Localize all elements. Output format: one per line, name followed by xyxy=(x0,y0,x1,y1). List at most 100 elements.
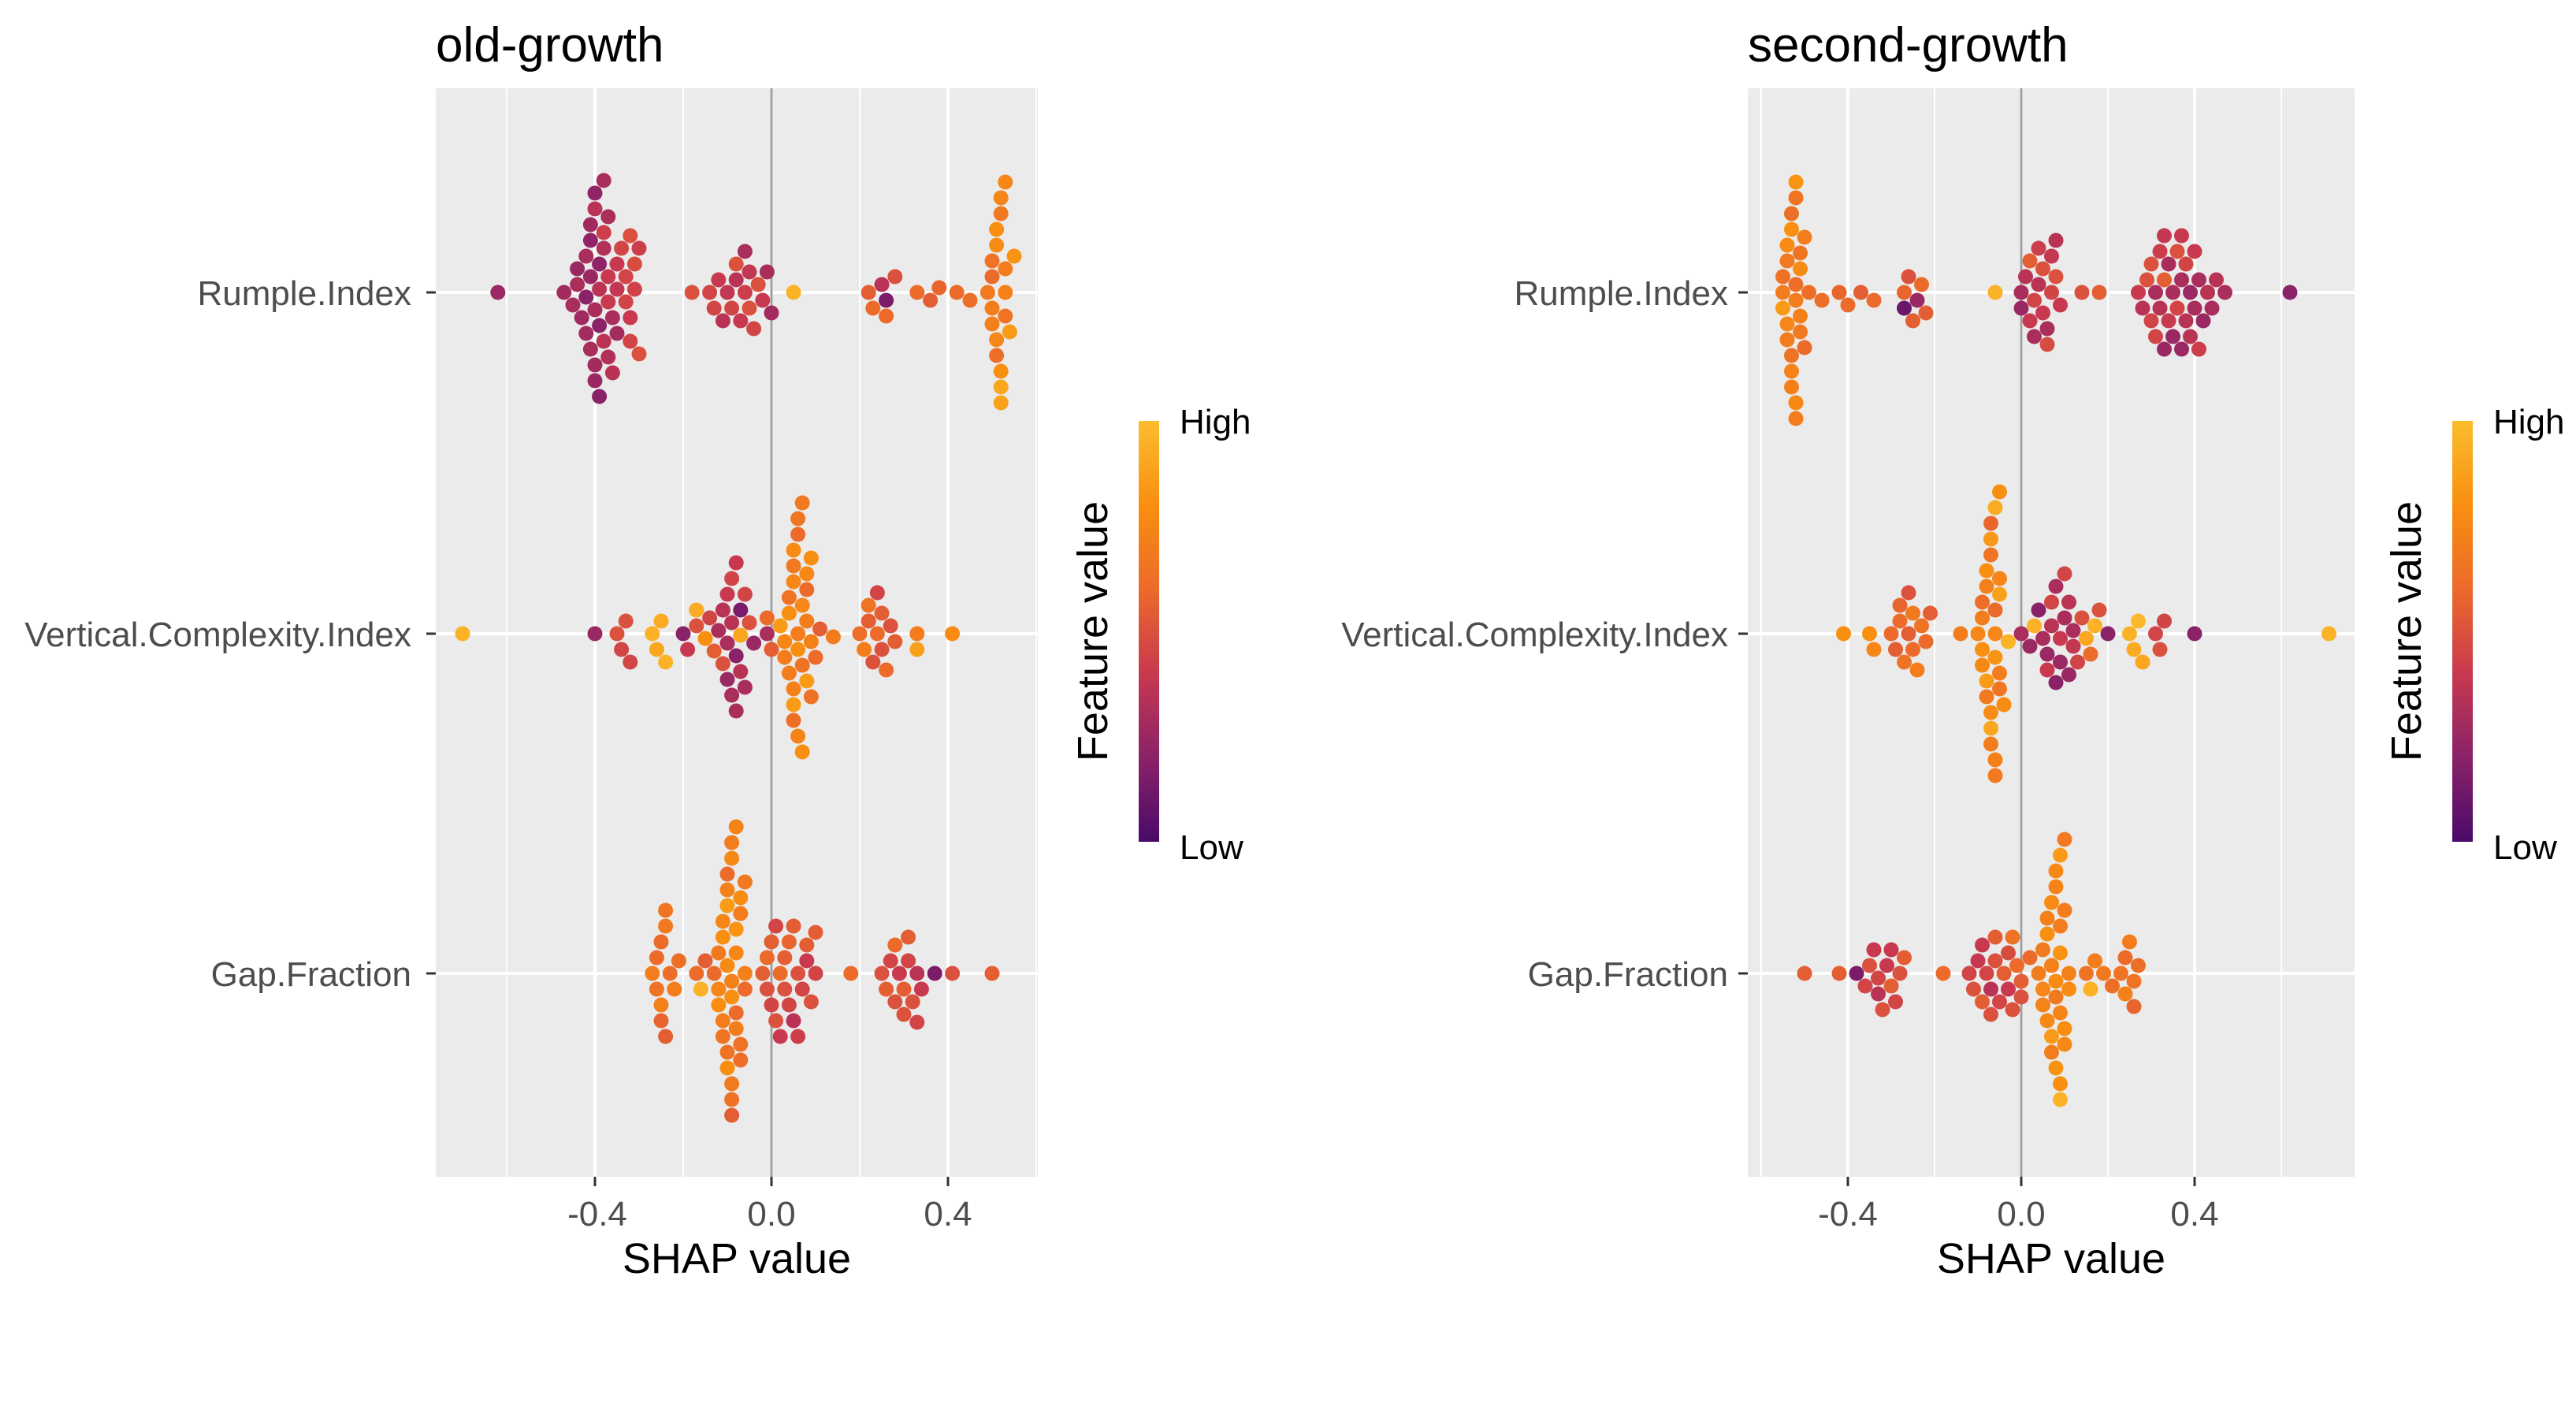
shap-point-vertical-complexity-index xyxy=(711,623,727,638)
shap-point-rumple-index xyxy=(715,313,730,329)
shap-point-gap-fraction xyxy=(772,1029,788,1044)
shap-point-gap-fraction xyxy=(649,950,664,966)
shap-point-gap-fraction xyxy=(653,997,669,1013)
shap-point-gap-fraction xyxy=(764,934,779,950)
shap-point-vertical-complexity-index xyxy=(786,681,801,697)
y-tick-label: Gap.Fraction xyxy=(211,955,411,994)
shap-point-gap-fraction xyxy=(874,966,890,981)
shap-point-gap-fraction xyxy=(724,973,740,989)
shap-point-gap-fraction xyxy=(645,966,660,981)
shap-point-vertical-complexity-index xyxy=(1975,610,1990,626)
shap-point-rumple-index xyxy=(684,285,700,300)
shap-point-gap-fraction xyxy=(2061,966,2076,981)
shap-point-gap-fraction xyxy=(913,981,929,997)
shap-point-vertical-complexity-index xyxy=(623,654,638,670)
x-tick-label: -0.4 xyxy=(567,1195,627,1234)
x-tick-label: 0.4 xyxy=(924,1195,972,1234)
shap-point-vertical-complexity-index xyxy=(1983,515,1998,531)
shap-point-rumple-index xyxy=(626,256,642,272)
shap-point-vertical-complexity-index xyxy=(680,642,696,657)
shap-point-rumple-index xyxy=(1914,277,1929,292)
shap-point-gap-fraction xyxy=(737,966,753,981)
shap-point-rumple-index xyxy=(2039,321,2055,337)
shap-point-rumple-index xyxy=(582,341,598,357)
shap-point-gap-fraction xyxy=(1866,942,1882,958)
shap-point-rumple-index xyxy=(2035,305,2050,321)
shap-point-gap-fraction xyxy=(2057,1036,2072,1052)
shap-point-vertical-complexity-index xyxy=(1914,618,1929,634)
shap-point-rumple-index xyxy=(570,277,585,292)
shap-point-gap-fraction xyxy=(2013,989,2029,1005)
shap-point-rumple-index xyxy=(728,256,744,272)
shap-point-gap-fraction xyxy=(803,994,819,1010)
shap-point-rumple-index xyxy=(1784,348,1799,363)
shap-point-vertical-complexity-index xyxy=(869,626,885,642)
shap-point-rumple-index xyxy=(724,300,740,316)
shap-point-vertical-complexity-index xyxy=(2091,602,2107,618)
x-tick-label: -0.4 xyxy=(1818,1195,1878,1234)
shap-point-rumple-index xyxy=(587,357,603,373)
shap-point-gap-fraction xyxy=(649,981,664,997)
shap-point-rumple-index xyxy=(587,201,603,217)
shap-point-gap-fraction xyxy=(1983,1007,1998,1022)
shap-point-vertical-complexity-index xyxy=(786,713,801,728)
shap-point-vertical-complexity-index xyxy=(2079,631,2094,646)
shap-point-gap-fraction xyxy=(1987,953,2003,969)
shap-point-rumple-index xyxy=(1788,292,1804,308)
shap-point-rumple-index xyxy=(2174,228,2189,244)
shap-point-vertical-complexity-index xyxy=(1983,736,1998,752)
shap-point-gap-fraction xyxy=(945,966,961,981)
shap-point-vertical-complexity-index xyxy=(790,728,806,744)
shap-point-rumple-index xyxy=(600,209,616,225)
shap-point-rumple-index xyxy=(2209,272,2224,288)
shap-point-gap-fraction xyxy=(1975,994,1990,1010)
y-tick-label: Vertical.Complexity.Index xyxy=(24,616,411,654)
shap-point-rumple-index xyxy=(604,310,620,326)
shap-point-rumple-index xyxy=(1897,285,1912,300)
shap-point-vertical-complexity-index xyxy=(1992,665,2007,681)
shap-point-rumple-index xyxy=(578,248,594,264)
shap-point-rumple-index xyxy=(742,300,757,316)
shap-point-rumple-index xyxy=(728,272,744,288)
shap-point-rumple-index xyxy=(623,333,638,349)
shap-point-gap-fraction xyxy=(715,1029,730,1044)
shap-point-gap-fraction xyxy=(2035,997,2050,1013)
shap-point-vertical-complexity-index xyxy=(719,672,735,687)
shap-point-rumple-index xyxy=(609,281,625,297)
shap-point-rumple-index xyxy=(618,269,634,285)
shap-point-rumple-index xyxy=(1801,285,1816,300)
shap-point-vertical-complexity-index xyxy=(790,642,806,657)
shap-point-gap-fraction xyxy=(728,1021,744,1036)
shap-point-rumple-index xyxy=(998,285,1013,300)
shap-point-gap-fraction xyxy=(2087,953,2102,969)
shap-point-gap-fraction xyxy=(2013,973,2029,989)
shap-point-gap-fraction xyxy=(658,918,674,934)
shap-point-vertical-complexity-index xyxy=(759,610,775,626)
shap-point-gap-fraction xyxy=(715,929,730,945)
shap-point-rumple-index xyxy=(923,292,939,308)
shap-point-vertical-complexity-index xyxy=(799,582,815,597)
shap-point-gap-fraction xyxy=(2079,966,2094,981)
shap-point-gap-fraction xyxy=(1875,1002,1890,1018)
shap-point-rumple-index xyxy=(989,348,1005,363)
shap-point-vertical-complexity-index xyxy=(764,642,779,657)
shap-point-rumple-index xyxy=(2091,285,2107,300)
shap-point-rumple-index xyxy=(2027,292,2042,308)
shap-point-gap-fraction xyxy=(2048,879,2064,895)
shap-point-vertical-complexity-index xyxy=(1918,634,1934,649)
shap-point-rumple-index xyxy=(1775,300,1790,316)
shap-point-gap-fraction xyxy=(768,918,784,934)
shap-point-rumple-index xyxy=(626,281,642,297)
shap-point-rumple-index xyxy=(556,285,572,300)
shap-point-gap-fraction xyxy=(887,994,903,1010)
shap-point-gap-fraction xyxy=(1797,966,1812,981)
shap-point-vertical-complexity-index xyxy=(1992,586,2007,602)
shap-point-vertical-complexity-index xyxy=(781,665,797,681)
shap-point-gap-fraction xyxy=(653,934,669,950)
shap-point-gap-fraction xyxy=(2057,902,2072,918)
shap-point-gap-fraction xyxy=(2048,863,2064,879)
shap-point-rumple-index xyxy=(1840,297,1856,313)
shap-point-gap-fraction xyxy=(2117,950,2133,966)
shap-point-gap-fraction xyxy=(715,914,730,929)
shap-point-vertical-complexity-index xyxy=(861,613,876,629)
